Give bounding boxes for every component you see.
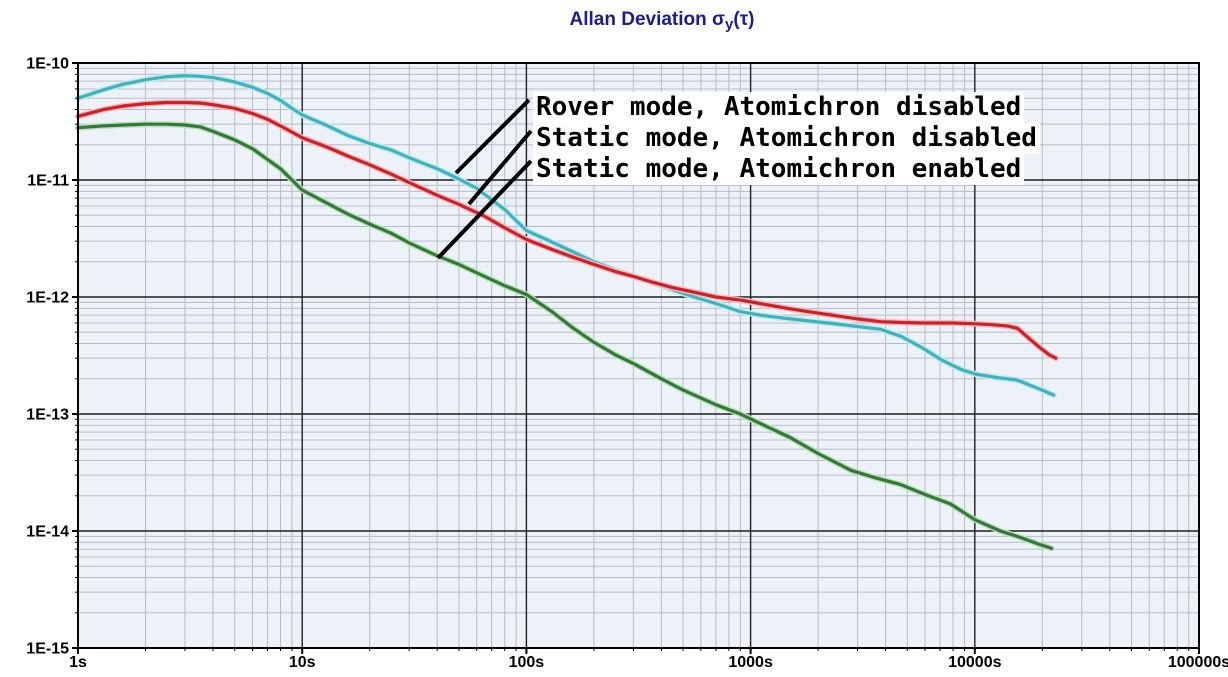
x-tick-label-1000s: 1000s xyxy=(728,654,773,671)
series-2 xyxy=(75,121,1055,552)
series-0 xyxy=(75,72,1057,399)
y-tick-label-1E-15: 1E-15 xyxy=(26,641,69,658)
curve-0 xyxy=(76,73,1056,397)
chart-title-suffix: (τ) xyxy=(733,9,755,30)
series-1 xyxy=(75,99,1059,362)
y-axis-tick-labels: 1E-10 1E-11 1E-12 1E-13 1E-14 1E-15 xyxy=(26,56,69,658)
x-tick-label-10000s: 10000s xyxy=(948,654,1001,671)
x-tick-label-100000s: 100000s xyxy=(1168,654,1228,671)
axis-frame xyxy=(72,62,1200,654)
x-tick-label-100s: 100s xyxy=(509,654,545,671)
x-axis-tick-labels: 1s 10s 100s 1000s 10000s 100000s xyxy=(69,654,1228,671)
y-tick-label-1E-13: 1E-13 xyxy=(26,407,69,424)
y-tick-label-1E-14: 1E-14 xyxy=(26,524,69,541)
annotation-line-0 xyxy=(454,98,531,175)
curve-1 xyxy=(76,100,1058,360)
y-tick-label-1E-10: 1E-10 xyxy=(26,56,69,73)
chart-title: Allan Deviation σy(τ) xyxy=(569,9,754,33)
y-tick-label-1E-12: 1E-12 xyxy=(26,290,69,307)
annotation-line-2 xyxy=(436,159,533,260)
y-tick-label-1E-11: 1E-11 xyxy=(27,173,69,190)
legend-label-static-enabled: Static mode, Atomichron enabled xyxy=(533,154,1025,185)
annotation-pointer-lines xyxy=(436,98,533,260)
legend-label-rover-disabled: Rover mode, Atomichron disabled xyxy=(533,92,1025,123)
annotation-line-1 xyxy=(467,129,533,206)
legend-label-static-disabled: Static mode, Atomichron disabled xyxy=(533,123,1040,154)
curve-2 xyxy=(76,122,1054,551)
chart-title-main: Allan Deviation σ xyxy=(569,9,726,30)
chart-title-subscript: y xyxy=(725,16,734,33)
x-tick-label-10s: 10s xyxy=(289,654,316,671)
x-tick-label-1s: 1s xyxy=(69,654,87,671)
